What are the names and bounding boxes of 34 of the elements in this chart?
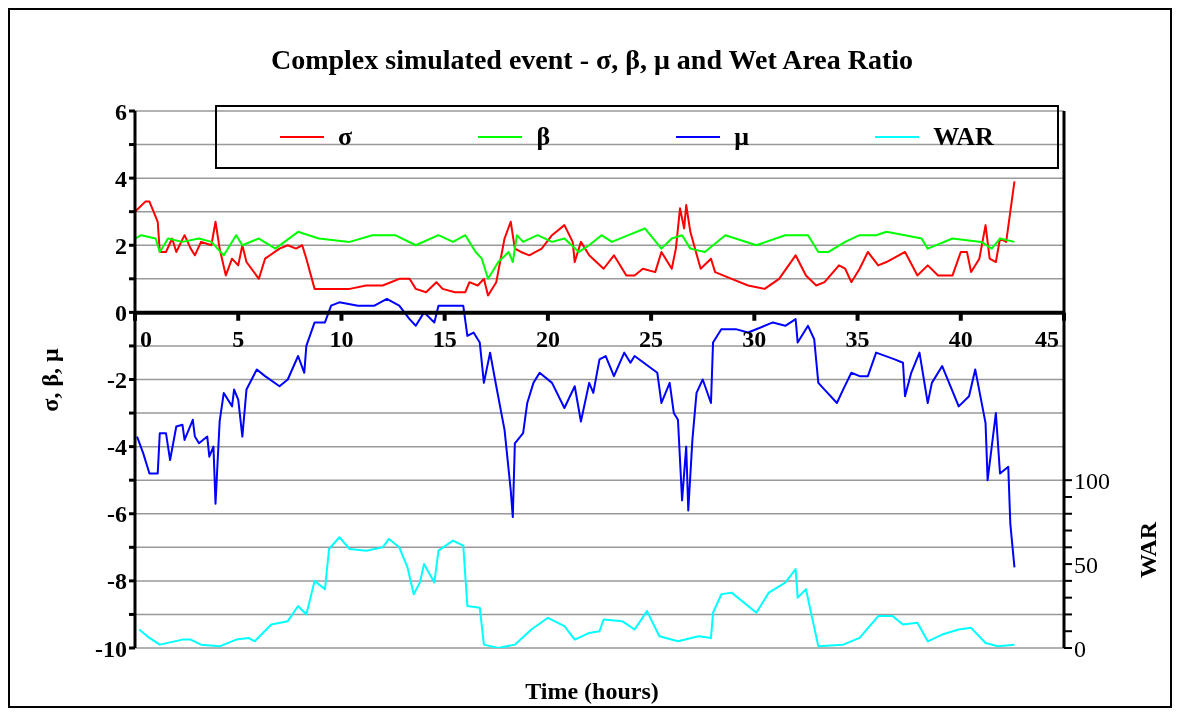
- y-tick-label: -2: [107, 367, 127, 394]
- line-series: [135, 180, 1016, 297]
- y2-tick-label: 50: [1074, 551, 1098, 578]
- x-tick-label: 45: [1035, 325, 1059, 352]
- y-tick-label: -6: [107, 501, 127, 528]
- y-tick-label: -10: [95, 635, 127, 662]
- legend-label: μ: [734, 122, 750, 152]
- y-tick-label: 0: [115, 299, 127, 326]
- x-tick-label: 5: [232, 325, 245, 352]
- y-tick-label: 4: [115, 165, 127, 192]
- x-axis-title: Time (hours): [524, 678, 660, 705]
- line-series: [138, 536, 1016, 648]
- x-tick-label: 40: [948, 325, 973, 352]
- x-tick-label: 35: [845, 325, 870, 352]
- legend-label: β: [536, 122, 551, 152]
- x-tick-label: 10: [329, 325, 354, 352]
- legend-label: σ: [338, 122, 353, 152]
- legend-label: WAR: [933, 122, 994, 152]
- line-series: [136, 297, 1016, 569]
- y-tick-label: -8: [107, 568, 127, 595]
- x-tick-label: 0: [140, 325, 152, 352]
- y-axis-title: σ, β, μ: [36, 348, 64, 412]
- x-tick-label: 25: [639, 325, 664, 352]
- x-tick-label: 30: [742, 325, 767, 352]
- y-tick-label: 2: [115, 232, 127, 259]
- y-tick-label: 6: [115, 98, 127, 125]
- line-series: [135, 227, 1016, 280]
- x-tick-label: 15: [432, 325, 457, 352]
- x-tick-label: 20: [535, 325, 560, 352]
- y2-axis-title: WAR: [1134, 521, 1162, 579]
- chart-title: Complex simulated event - σ, β, μ and Wet Area Ratio: [269, 44, 915, 76]
- y-tick-label: -4: [107, 434, 127, 461]
- y2-tick-label: 0: [1074, 635, 1086, 662]
- y2-tick-label: 100: [1074, 467, 1110, 494]
